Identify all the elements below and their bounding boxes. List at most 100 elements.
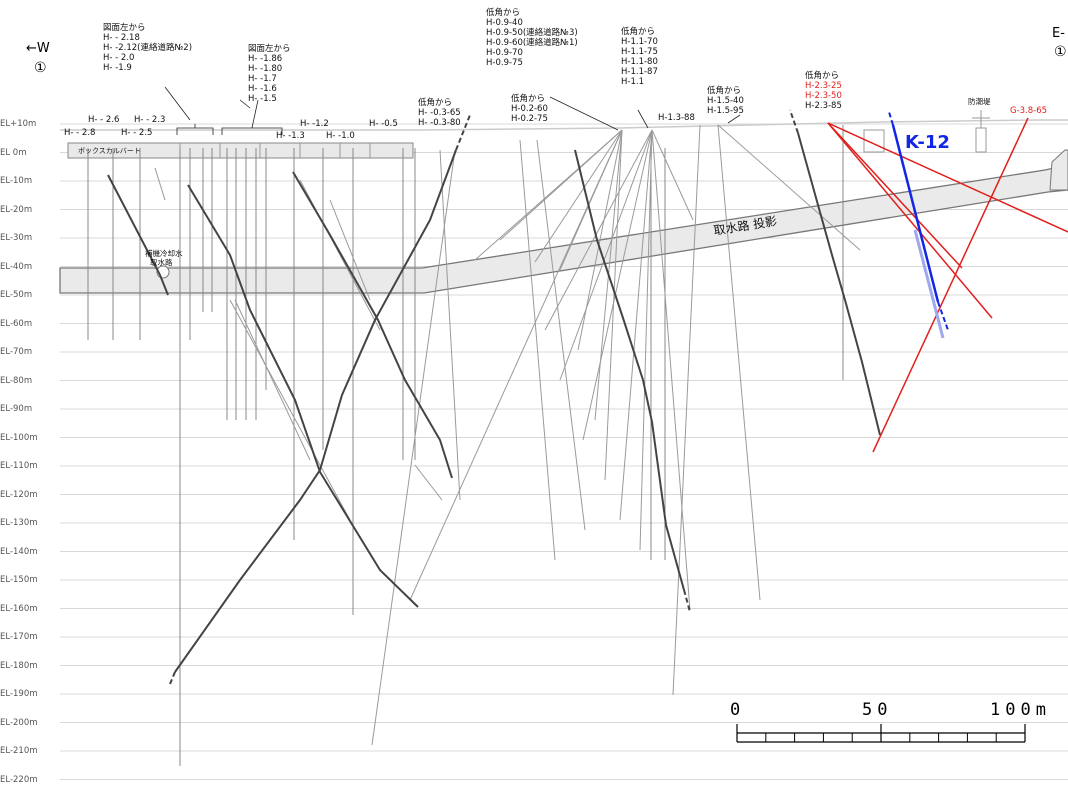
label-group-7: 低角から H-1.5-40 H-1.5-95 bbox=[707, 86, 744, 116]
label-group-6: 低角から H-1.1-70 H-1.1-75 H-1.1-80 H-1.1-87… bbox=[621, 27, 658, 87]
elevation-label: EL-100m bbox=[0, 432, 38, 443]
intake-channel-projection bbox=[59, 164, 1068, 294]
vertical-boreholes bbox=[87, 125, 844, 766]
group-title: 低角から bbox=[707, 86, 742, 96]
east-direction-label: E- bbox=[1052, 26, 1065, 41]
group-line: H-1.1-70 bbox=[621, 37, 658, 47]
label-group-2: 図面左から H- -1.86 H- -1.80 H- -1.7 H- -1.6 … bbox=[248, 44, 291, 104]
group-title: 低角から bbox=[418, 98, 453, 108]
borehole-label: H- - 2.5 bbox=[121, 128, 153, 138]
elevation-label: EL-170m bbox=[0, 632, 38, 642]
elevation-label: EL-150m bbox=[0, 575, 38, 585]
elevation-label: EL-20m bbox=[0, 204, 33, 215]
scale-label-50: 50 bbox=[862, 700, 893, 720]
group-line: H- -0.3-80 bbox=[418, 118, 461, 128]
group-line-red: H-2.3-50 bbox=[805, 91, 842, 101]
group-title: 図面左から bbox=[248, 44, 291, 54]
borehole-label: H- - 2.3 bbox=[134, 115, 166, 125]
group-title: 低角から bbox=[486, 8, 521, 18]
k12-fault bbox=[888, 111, 949, 339]
group-line: H-0.9-40 bbox=[486, 18, 523, 28]
west-marker: ① bbox=[34, 60, 47, 76]
leader-lines bbox=[164, 86, 741, 135]
borehole-label: H- - 2.8 bbox=[64, 128, 96, 138]
borehole-label: H- - 2.6 bbox=[88, 115, 120, 125]
group-line: H-0.2-75 bbox=[511, 114, 548, 124]
elevation-label: EL-80m bbox=[0, 375, 33, 386]
group-line: H-1.1 bbox=[621, 77, 644, 87]
group-line: H- -2.12(連絡道路№2) bbox=[103, 43, 193, 53]
west-direction-label: ←W bbox=[26, 41, 50, 56]
label-group-4: 低角から H-0.9-40 H-0.9-50(連絡道路№3) H-0.9-60(… bbox=[486, 8, 578, 68]
borehole-label: H-1.3-88 bbox=[658, 113, 695, 123]
group-title: 低角から bbox=[511, 94, 546, 104]
fault-dashed-extensions bbox=[169, 109, 799, 685]
borehole-label: H- -1.0 bbox=[326, 131, 355, 141]
group-line: H-0.9-70 bbox=[486, 48, 523, 58]
k12-fault-label: K-12 bbox=[905, 132, 950, 153]
group-line: H- -1.86 bbox=[248, 54, 283, 64]
elevation-label: EL+10m bbox=[0, 119, 37, 129]
group-line: H-1.5-40 bbox=[707, 96, 744, 106]
elevation-label: EL-40m bbox=[0, 261, 33, 272]
fault-traces bbox=[107, 132, 881, 673]
box-culvert-label: ボックスカルバート bbox=[78, 147, 141, 155]
label-group-3: 低角から H- -0.3-65 H- -0.3-80 bbox=[418, 98, 461, 128]
group-title: 低角から bbox=[805, 71, 840, 81]
group-line: H-2.3-85 bbox=[805, 101, 842, 111]
elevation-label: EL-90m bbox=[0, 404, 33, 414]
elevation-label: EL-30m bbox=[0, 233, 33, 243]
group-title: 図面左から bbox=[103, 23, 146, 33]
elevation-grid bbox=[60, 123, 1068, 780]
elevation-label: EL-50m bbox=[0, 290, 33, 300]
east-marker: ① bbox=[1054, 44, 1067, 60]
elevation-label: EL-70m bbox=[0, 347, 33, 357]
elevation-label: EL 0m bbox=[0, 147, 27, 158]
group-title: 低角から bbox=[621, 27, 656, 37]
borehole-label: H- -1.3 bbox=[276, 131, 305, 141]
scale-label-0: 0 bbox=[730, 700, 746, 720]
group-line: H- -1.9 bbox=[103, 63, 132, 73]
label-group-1: 図面左から H- - 2.18 H- -2.12(連絡道路№2) H- - 2.… bbox=[103, 23, 192, 73]
elevation-label: EL-120m bbox=[0, 489, 38, 500]
borehole-label: H- -0.5 bbox=[369, 119, 398, 129]
borehole-label-red: G-3.8-65 bbox=[1010, 106, 1048, 116]
elevation-label: EL-10m bbox=[0, 176, 33, 186]
elevation-label: EL-200m bbox=[0, 717, 38, 728]
group-line: H-0.2-60 bbox=[511, 104, 548, 114]
borehole-label: H- -1.2 bbox=[300, 119, 329, 129]
group-line: H- - 2.0 bbox=[103, 53, 135, 63]
group-line: H-0.9-50(連絡道路№3) bbox=[486, 28, 578, 38]
group-line: H- -1.80 bbox=[248, 64, 283, 74]
ground-surface bbox=[60, 119, 1068, 131]
cooling-intake-label-2: 取水路 bbox=[150, 258, 173, 267]
group-line: H- -0.3-65 bbox=[418, 108, 461, 118]
group-line-red: H-2.3-25 bbox=[805, 81, 842, 91]
group-line: H- -1.5 bbox=[248, 94, 277, 104]
label-group-5: 低角から H-0.2-60 H-0.2-75 bbox=[511, 94, 548, 124]
elevation-label: EL-130m bbox=[0, 518, 38, 528]
group-line: H- - 2.18 bbox=[103, 33, 140, 43]
group-line: H-1.5-95 bbox=[707, 106, 744, 116]
group-line: H-1.1-75 bbox=[621, 47, 658, 57]
group-line: H-0.9-60(連絡道路№1) bbox=[486, 38, 578, 48]
seawall-label: 防潮堤 bbox=[968, 97, 991, 106]
inclined-boreholes bbox=[154, 124, 861, 746]
cooling-intake-label-1: 補機冷却水 bbox=[145, 249, 183, 258]
elevation-label: EL-60m bbox=[0, 318, 33, 329]
elevation-label: EL-180m bbox=[0, 660, 38, 671]
seawall-structure bbox=[1049, 149, 1068, 191]
label-group-8: 低角から H-2.3-25 H-2.3-50 H-2.3-85 bbox=[805, 71, 842, 111]
group-line: H-1.1-87 bbox=[621, 67, 658, 77]
seawall-post bbox=[972, 110, 990, 153]
elevation-label: EL-110m bbox=[0, 461, 38, 471]
elevation-label: EL-160m bbox=[0, 603, 38, 614]
group-line: H- -1.7 bbox=[248, 74, 277, 84]
elevation-label: EL-210m bbox=[0, 746, 38, 756]
group-line: H- -1.6 bbox=[248, 84, 277, 94]
group-line: H-1.1-80 bbox=[621, 57, 658, 67]
scale-label-100: 100m bbox=[990, 700, 1051, 720]
scale-bar bbox=[736, 724, 1026, 743]
elevation-label: EL-220m bbox=[0, 774, 38, 785]
